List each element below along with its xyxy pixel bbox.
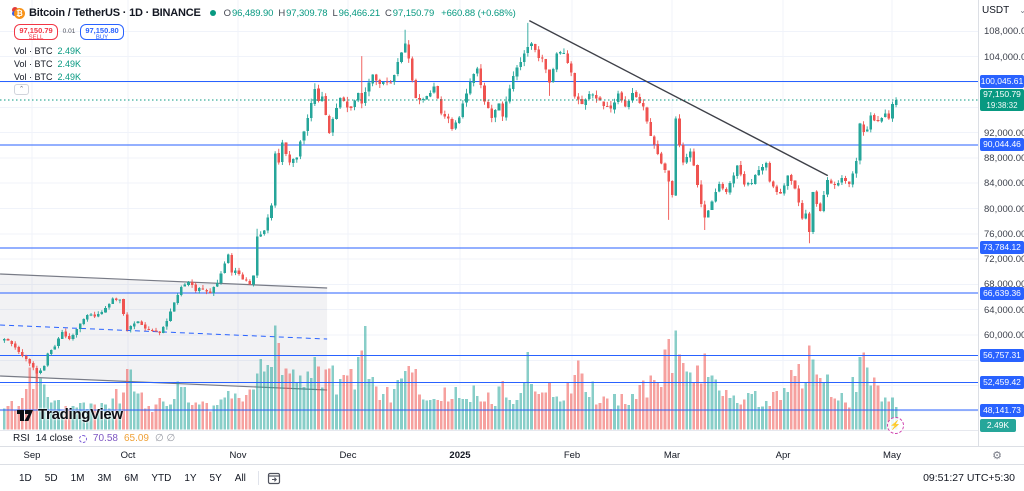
tradingview-logo-icon xyxy=(17,410,33,421)
price-tick: 68,000.00 xyxy=(984,279,1024,290)
time-axis-label: May xyxy=(883,450,901,461)
range-button-3m[interactable]: 3M xyxy=(97,472,112,484)
price-tick: 84,000.00 xyxy=(984,178,1024,189)
volume-bars xyxy=(3,325,898,430)
time-axis-label: 2025 xyxy=(449,450,471,461)
symbol-header[interactable]: ₿ Bitcoin / TetherUS · 1D · BINANCE O96,… xyxy=(12,4,516,22)
collapse-legend-button[interactable]: ⌃ xyxy=(14,84,29,95)
price-tick: 76,000.00 xyxy=(984,229,1024,240)
price-tick: 108,000.00 xyxy=(984,26,1024,37)
time-axis-label: Oct xyxy=(120,450,136,461)
price-tick: 92,000.00 xyxy=(984,128,1024,139)
price-tick: 104,000.00 xyxy=(984,52,1024,63)
grid xyxy=(0,0,978,429)
sell-button[interactable]: 97,150.79 SELL xyxy=(14,23,58,41)
bottom-toolbar: 1D 5D 1M 3M 6M YTD 1Y 5Y All 09:51:27 UTC+5:30 xyxy=(0,464,1024,491)
current-price-value: 97,150.79 xyxy=(983,89,1021,99)
indicator-label: Vol · BTC xyxy=(14,59,53,69)
volume-indicator-row[interactable]: Vol · BTC 2.49K xyxy=(14,46,81,59)
price-axis[interactable]: USDT ⌄ 108,000.00 104,000.00 92,000.00 88,00… xyxy=(978,0,1024,464)
rsi-params: 14 close xyxy=(35,433,73,444)
lightning-bolt-badge[interactable]: ⚡ xyxy=(887,417,904,434)
rsi-pane[interactable]: RSI 14 close 70.58 65.09 ∅ ∅ xyxy=(0,430,978,446)
indicator-label: Vol · BTC xyxy=(14,46,53,56)
market-open-dot-icon xyxy=(209,10,216,16)
rsi-value-2: 65.09 xyxy=(123,433,149,444)
chevron-down-icon: ⌄ xyxy=(1019,6,1024,15)
axis-settings-gear-icon[interactable]: ⚙ xyxy=(992,450,1002,462)
candlesticks xyxy=(3,22,898,383)
time-axis-label: Sep xyxy=(23,450,41,461)
price-tick: 80,000.00 xyxy=(984,204,1024,215)
bitcoin-pair-logo-icon: ₿ xyxy=(12,6,25,20)
price-chart-canvas[interactable] xyxy=(0,0,978,446)
time-axis-label: Feb xyxy=(563,450,581,461)
rsi-value-1: 70.58 xyxy=(92,433,118,444)
range-button-all[interactable]: All xyxy=(234,472,246,484)
trendline-drawing[interactable] xyxy=(528,19,829,177)
indicator-value: 2.49K xyxy=(57,72,82,82)
bar-countdown: 19:38:32 xyxy=(986,101,1018,110)
indicator-value: 2.49K xyxy=(57,59,82,69)
price-tick: 64,000.00 xyxy=(984,305,1024,316)
symbol-title[interactable]: Bitcoin / TetherUS · 1D · BINANCE xyxy=(29,7,201,19)
level-price-badge: 100,045.61 xyxy=(980,75,1024,88)
time-axis-label: Nov xyxy=(229,450,247,461)
ohlc-values: O96,489.90 H97,309.78 L96,466.21 C97,150.79… xyxy=(223,7,516,19)
tradingview-watermark: TradingView xyxy=(16,405,123,423)
horizontal-level-lines[interactable] xyxy=(0,81,978,411)
range-button-1d[interactable]: 1D xyxy=(19,472,32,484)
indicator-value: 2.49K xyxy=(57,46,82,56)
range-button-5y[interactable]: 5Y xyxy=(209,472,222,484)
level-price-badge: 90,044.46 xyxy=(980,138,1024,151)
range-button-6m[interactable]: 6M xyxy=(124,472,139,484)
indicator-label: Vol · BTC xyxy=(14,72,53,82)
volume-indicator-row[interactable]: Vol · BTC 2.49K xyxy=(14,59,81,72)
current-price-badge: 97,150.79 19:38:32 xyxy=(980,89,1024,111)
time-axis[interactable]: Sep Oct Nov Dec 2025 Feb Mar Apr May ⚙ xyxy=(0,446,1024,464)
toolbar-divider xyxy=(257,471,259,485)
indicator-legend: Vol · BTC 2.49K Vol · BTC 2.49K Vol · BTC 2.4… xyxy=(14,46,81,85)
range-button-1m[interactable]: 1M xyxy=(70,472,85,484)
timezone-clock[interactable]: 09:51:27 UTC+5:30 xyxy=(923,472,1015,484)
loading-spinner-icon xyxy=(78,434,87,443)
range-button-5d[interactable]: 5D xyxy=(44,472,58,484)
price-tick: 72,000.00 xyxy=(984,254,1024,265)
rsi-empty-values: ∅ ∅ xyxy=(154,433,176,444)
price-tick: 88,000.00 xyxy=(984,153,1024,164)
buy-button[interactable]: 97,150.80 BUY xyxy=(80,23,124,41)
time-axis-label: Apr xyxy=(775,450,791,461)
spread-value: 0.01 xyxy=(62,28,76,35)
level-price-badge: 52,459.42 xyxy=(980,376,1024,389)
level-price-badge: 48,141.73 xyxy=(980,404,1024,417)
currency-selector[interactable]: USDT ⌄ xyxy=(982,5,1024,16)
level-price-badge: 66,639.36 xyxy=(980,287,1024,300)
time-axis-label: Dec xyxy=(339,450,357,461)
rsi-name: RSI xyxy=(13,433,30,444)
trade-buttons: 97,150.79 SELL 0.01 97,150.80 BUY xyxy=(14,23,124,41)
volume-value-badge: 2.49K xyxy=(980,419,1016,432)
date-range-buttons: 1D 5D 1M 3M 6M YTD 1Y 5Y All xyxy=(14,471,254,486)
currency-label: USDT xyxy=(982,5,1010,16)
watermark-text: TradingView xyxy=(38,405,123,423)
range-button-ytd[interactable]: YTD xyxy=(151,472,172,484)
rsi-legend[interactable]: RSI 14 close 70.58 65.09 ∅ ∅ xyxy=(13,433,175,444)
range-button-1y[interactable]: 1Y xyxy=(184,472,197,484)
price-tick: 60,000.00 xyxy=(984,330,1024,341)
time-axis-label: Mar xyxy=(663,450,681,461)
volume-indicator-row[interactable]: Vol · BTC 2.49K xyxy=(14,72,81,85)
go-to-date-button[interactable] xyxy=(266,471,282,485)
level-price-badge: 73,784.12 xyxy=(980,241,1024,254)
level-price-badge: 56,757.31 xyxy=(980,349,1024,362)
